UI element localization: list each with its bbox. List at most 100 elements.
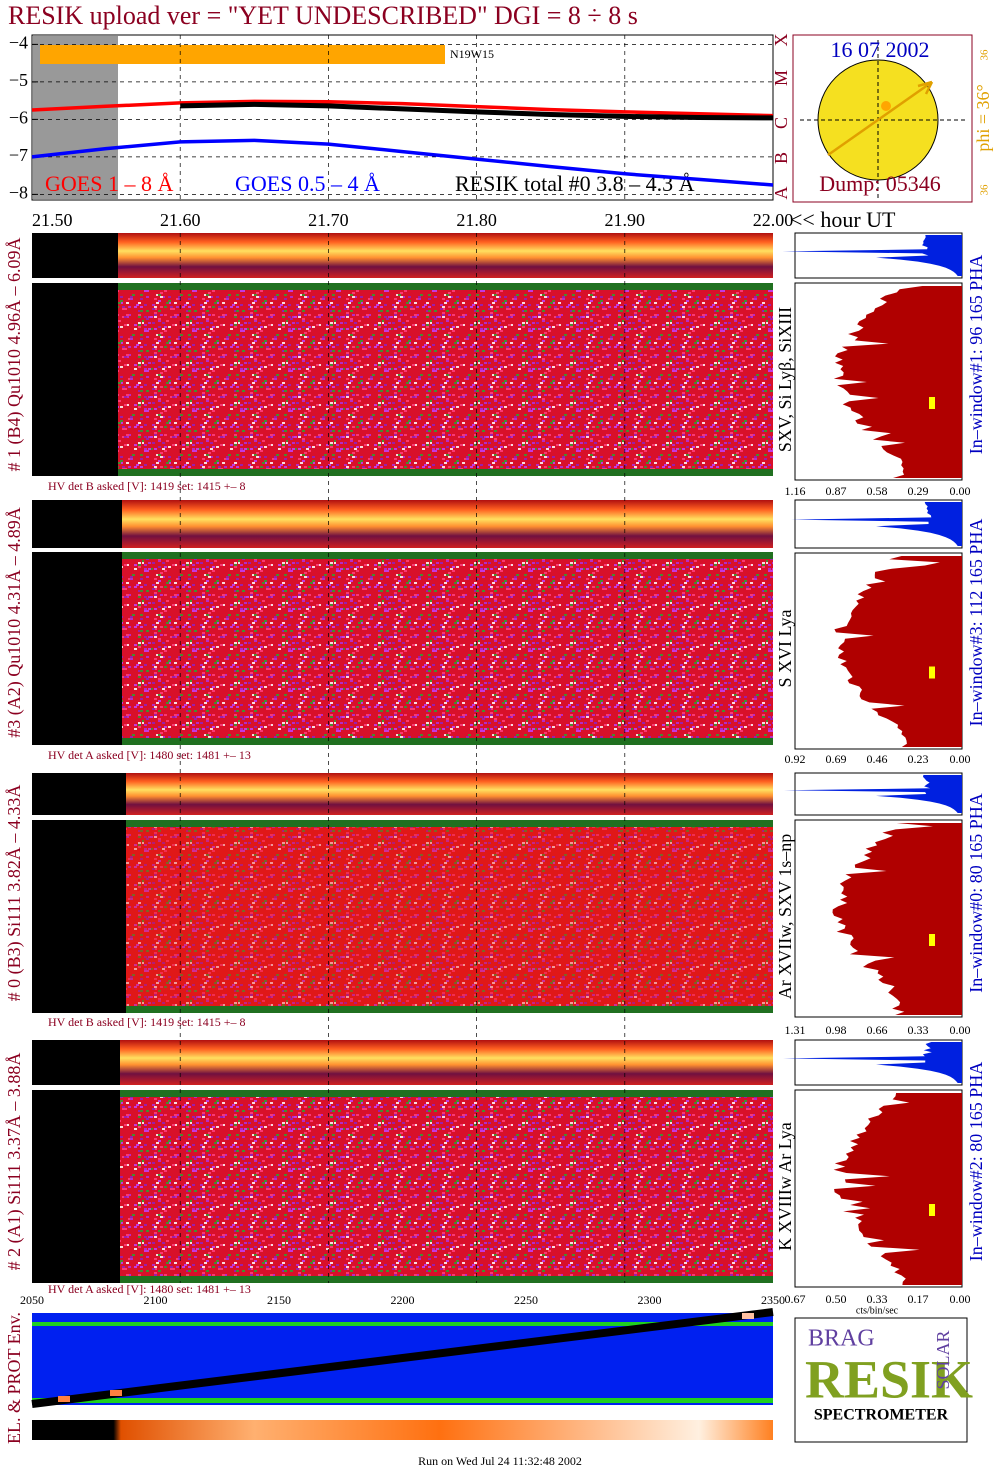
dump: Dump: 05346 <box>819 171 941 196</box>
blank-region <box>32 1040 120 1085</box>
blank-region <box>32 500 122 548</box>
line-label: Ar XVIIw, SXV 1s–np <box>775 834 795 1000</box>
class-label: B <box>771 152 791 164</box>
hist-tick-label: 0.69 <box>826 752 847 766</box>
y-tick-label: −8 <box>9 183 28 203</box>
x-tick-label: 21.50 <box>32 210 73 230</box>
series-line <box>31 99 774 118</box>
env-tick-label: 2250 <box>514 1293 538 1307</box>
axis-arrow <box>827 80 933 157</box>
hist-shape <box>833 286 962 478</box>
spectrogram-texture <box>126 820 773 1013</box>
blank-region <box>32 1090 120 1283</box>
env-trace <box>31 1308 774 1408</box>
series-line <box>180 101 774 121</box>
line-label: K XVIIIw Ar Lya <box>775 1122 795 1250</box>
spectrogram-strip <box>32 773 773 815</box>
spectrogram-texture <box>122 552 773 745</box>
hist-tick-label: 0.29 <box>908 484 929 498</box>
spectrogram-edge <box>120 1276 773 1283</box>
hist-tick-label: 0.00 <box>950 752 971 766</box>
x-tick-label: 21.70 <box>308 210 349 230</box>
env-tick-label: 2300 <box>638 1293 662 1307</box>
hist-tick-label: 0.92 <box>785 752 806 766</box>
spectrogram-strip <box>32 233 773 278</box>
spectrogram-texture <box>120 1090 773 1283</box>
blank-region <box>32 820 126 1013</box>
annotation: N19W15 <box>450 47 494 61</box>
env-label: EL. & PROT Env. <box>4 1312 24 1444</box>
y-tick-label: −5 <box>9 70 28 90</box>
hist-tick-label: 0.58 <box>867 484 888 498</box>
env-tick-label: 2200 <box>391 1293 415 1307</box>
hist-unit: cts/bin/sec <box>856 1305 899 1316</box>
title: RESIK upload ver = "YET UNDESCRIBED" DGI… <box>8 1 638 30</box>
detector-label: #3 (A2) Qu1010 4.31Å – 4.89Å <box>4 507 25 737</box>
date: 16 07 2002 <box>831 37 930 62</box>
hist-tick-label: 0.98 <box>826 1023 847 1037</box>
y-tick-label: −7 <box>9 145 28 165</box>
env-band <box>32 1322 773 1326</box>
class-label: M <box>771 70 791 86</box>
spectrogram-texture <box>118 283 773 476</box>
window-marker <box>929 397 935 409</box>
spectrogram-edge <box>120 1090 773 1097</box>
hist-tick-label: 1.16 <box>785 484 806 498</box>
phi: phi = 36° <box>973 84 993 151</box>
hist-tick-label: 0.00 <box>950 1292 971 1306</box>
window-marker <box>929 666 935 679</box>
pha-shape <box>783 1042 962 1083</box>
flare-location <box>881 101 891 111</box>
detector-label: # 0 (B3) Si111 3.82Å – 4.33Å <box>4 785 25 1002</box>
hist-tick-label: 0.00 <box>950 484 971 498</box>
hist-tick-label: 0.00 <box>950 1023 971 1037</box>
env-tick-label: 2350 <box>761 1293 785 1307</box>
legend-entry: GOES 1 – 8 Å <box>45 171 173 196</box>
hist-tick-label: 0.66 <box>867 1023 888 1037</box>
hist-shape <box>833 1093 962 1285</box>
window-marker <box>929 1204 935 1216</box>
hist-tick-label: 0.50 <box>826 1292 847 1306</box>
spectrogram-edge <box>122 738 773 745</box>
hist-tick-label: 0.87 <box>826 484 847 498</box>
hist-tick-label: 0.33 <box>867 1292 888 1306</box>
logo-side: SOLAR <box>933 1330 953 1389</box>
y-tick-label: −4 <box>9 33 28 53</box>
phi-bottom: 36 <box>979 184 991 196</box>
phi-top: 36 <box>979 49 991 61</box>
env-band <box>32 1398 773 1403</box>
spectrogram-edge <box>118 469 773 476</box>
env-tick-label: 2100 <box>144 1293 168 1307</box>
footer: Run on Wed Jul 24 11:32:48 2002 <box>418 1454 582 1468</box>
hv-label: HV det B asked [V]: 1419 set: 1415 +– 8 <box>48 479 246 493</box>
spectrogram-strip <box>32 500 773 548</box>
window-marker <box>929 934 935 946</box>
y-tick-label: −6 <box>9 108 28 128</box>
detector-label: # 1 (B4) Qu1010 4.96Å – 6.09Å <box>4 238 25 472</box>
window-label: In–window#3: 112 165 PHA <box>966 519 986 727</box>
logo-top: BRAG <box>808 1326 875 1352</box>
env-tick-label: 2050 <box>20 1293 44 1307</box>
env-marker <box>742 1313 754 1319</box>
pha-shape <box>783 775 962 813</box>
legend-entry: GOES 0.5 – 4 Å <box>235 171 380 196</box>
spectrogram-edge <box>126 820 773 827</box>
class-label: A <box>771 187 791 200</box>
window-label: In–window#1: 96 165 PHA <box>966 255 986 455</box>
window-label: In–window#0: 80 165 PHA <box>966 793 986 993</box>
x-tick-label: 22.00 <box>753 210 794 230</box>
logo-box <box>794 1317 968 1443</box>
spectrogram-edge <box>122 552 773 559</box>
flare-bar <box>40 45 445 64</box>
logo-brand: RESIK <box>805 1349 973 1409</box>
blank-region <box>32 552 122 745</box>
hist-tick-label: 0.46 <box>867 752 888 766</box>
blank-region <box>32 773 126 815</box>
blank-region <box>32 283 118 476</box>
hist-tick-label: 0.17 <box>908 1292 929 1306</box>
x-tick-label: 21.80 <box>456 210 497 230</box>
hist-shape <box>832 823 962 1015</box>
env-tick-label: 2150 <box>267 1293 291 1307</box>
